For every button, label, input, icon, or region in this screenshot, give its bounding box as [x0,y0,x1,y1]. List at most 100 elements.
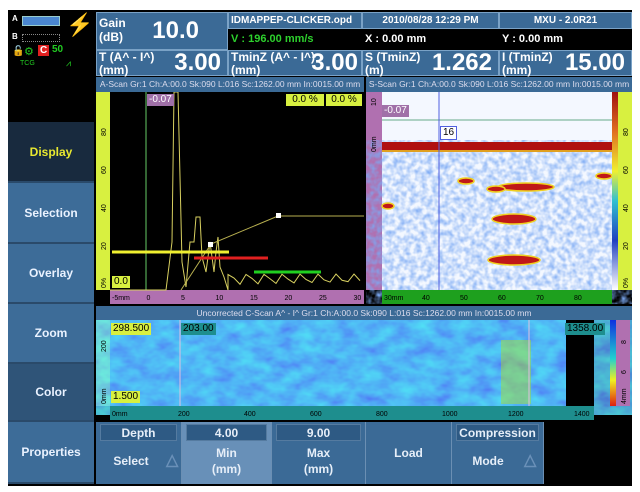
lock-icon: 🔓 [12,46,25,57]
gain-cell[interactable]: Gain (dB) 10.0 [96,12,228,50]
indications [381,172,613,266]
button-title: Compression [456,424,539,441]
ascan-depth-axis [110,290,364,304]
tick-label: 1400 [574,411,590,418]
sidebar-item-color[interactable]: Color [8,364,94,422]
reading-label: S (TminZ) [365,50,421,64]
cscan-cursor-1-value: 203.00 [181,323,216,335]
sscan-index-axis [382,290,612,304]
tick-label: 80 [101,128,108,136]
cscan-top-value: 298.500 [111,323,152,335]
cscan-view[interactable]: 0mm 200 0mm 200 400 600 800 1000 1200 1400 4mm 6 8 [96,320,632,420]
tick-label: 1200 [508,411,524,418]
tick-label: 60 [498,295,506,302]
cscan-cursor-2-value: 1358.00 [565,323,606,335]
tick-label: 6 [621,370,628,374]
tick-label: 60 [101,166,108,174]
min-depth-button[interactable]: 4.00 Min (mm) [182,422,272,484]
triangle-up-icon: △ [524,452,537,469]
file-name: IDMAPPEP-CLICKER.opd [228,12,362,29]
reading-unit: (m) [365,63,384,77]
sidebar-item-display[interactable]: Display [8,122,94,183]
load-button[interactable]: Load [366,422,452,484]
tick-label: 1000 [442,411,458,418]
tick-label: 4mm [621,388,628,404]
sscan-color-axis [618,92,632,290]
tcg-label: TCG [20,60,35,67]
tick-label: 400 [244,411,256,418]
tcg-curve[interactable] [180,215,364,291]
reading-s[interactable]: S (TminZ) (m) 1.262 [362,49,499,77]
depth-select-button[interactable]: Depth Select △ [96,422,182,484]
tcg-point[interactable] [208,242,213,247]
velocity-readout: V : 196.00 mm/s [228,29,362,49]
sidebar-item-label: Zoom [34,326,68,340]
gain-unit: (dB) [99,30,123,44]
sidebar-item-properties[interactable]: Properties [8,422,94,484]
reading-tminz[interactable]: TminZ (A^ - I^) (mm) 3.00 [228,49,362,77]
backwall-echo [382,142,612,150]
max-depth-button[interactable]: 9.00 Max (mm) [272,422,366,484]
x-readout: X : 0.00 mm [362,29,499,49]
button-value: 9.00 [276,424,361,441]
button-label: Max [306,446,331,460]
ascan-view[interactable]: 0% 20 40 60 80 -5mm 0 5 10 15 20 25 30 [96,92,364,304]
triangle-up-icon: △ [166,452,179,469]
button-title: Depth [100,424,177,441]
waveform-icon: ⩘ [66,58,72,68]
button-label: Select [113,454,149,468]
button-unit: (mm) [303,462,334,476]
compression-mode-button[interactable]: Compression Mode △ [452,422,544,484]
tick-label: 0mm [112,411,128,418]
tcg-point[interactable] [276,213,281,218]
sidebar-item-label: Selection [24,205,78,220]
ascan-amplitude-axis [96,92,110,290]
reading-t[interactable]: T (A^ - I^) (mm) 3.00 [96,49,228,77]
reading-unit: (mm) [502,63,532,77]
tick-label: 30 [354,295,362,302]
ascan-title: A-Scan Gr:1 Ch:A:00.0 Sk:090 L:016 Sc:12… [96,77,364,92]
tick-label: 0mm [101,388,108,404]
sidebar-item-overlay[interactable]: Overlay [8,244,94,304]
tick-label: 40 [101,204,108,212]
version: MXU - 2.0R21 [499,12,632,29]
tick-label: 0% [623,278,630,288]
reading-i[interactable]: I (TminZ) (mm) 15.00 [499,49,632,77]
ascan-ref-value: 0.0 [112,276,130,288]
tick-label: 40 [623,204,630,212]
button-label: Load [394,446,423,460]
datetime: 2010/08/28 12:29 PM [362,12,499,29]
tick-label: 8 [621,340,628,344]
sscan-title: S-Scan Gr:1 Ch:A:00.0 Sk:090 L:016 Sc:12… [366,77,632,92]
probe-b-label: B [12,32,18,41]
cscan-color-axis [616,320,630,406]
tick-label: 25 [319,295,327,302]
gate-b-percent: 0.0 % [326,94,362,106]
tick-label: 40 [422,295,430,302]
sidebar-item-selection[interactable]: Selection [8,183,94,244]
status-panel: A B ⚡ 🔓 ⚙ C 50 TCG ⩘ [10,12,94,74]
sidebar-item-label: Display [29,144,73,159]
tick-label: 10 [371,98,378,106]
tick-label: 800 [376,411,388,418]
reading-unit: (mm) [231,63,261,77]
tick-label: 15 [250,295,258,302]
y-readout: Y : 0.00 mm [499,29,632,49]
angle-label: 16 [440,126,458,140]
gain-value: 10.0 [152,17,199,44]
cscan-bottom-value: 1.500 [111,391,141,403]
tick-label: 20 [623,242,630,250]
tick-label: 60 [623,166,630,174]
reading-unit: (mm) [99,63,129,77]
probe-a-label: A [12,14,18,23]
reading-value: 3.00 [174,49,221,76]
tick-label: 10 [216,295,224,302]
tick-label: 20 [101,242,108,250]
tick-label: 80 [574,295,582,302]
sidebar-item-label: Color [35,385,67,399]
tick-label: 50 [460,295,468,302]
cscan-scan-axis [96,320,110,406]
battery-b-icon [22,34,60,42]
sidebar-item-zoom[interactable]: Zoom [8,304,94,364]
